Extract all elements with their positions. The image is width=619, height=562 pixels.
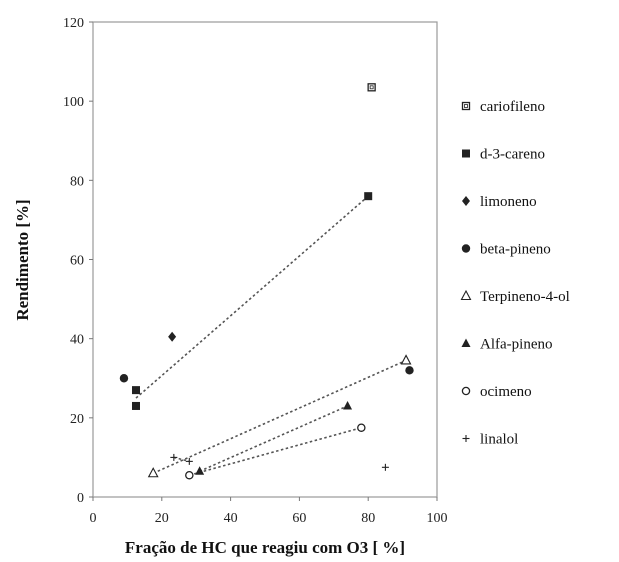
y-tick-label: 40 (70, 333, 84, 348)
y-tick-label: 120 (63, 16, 84, 31)
data-point (147, 467, 159, 478)
x-tick-label: 20 (155, 511, 169, 526)
data-point (132, 401, 140, 410)
data-point (400, 354, 412, 365)
data-point (357, 423, 366, 432)
data-point (343, 400, 353, 410)
y-tick-label: 20 (70, 412, 84, 427)
legend-marker (460, 289, 472, 301)
legend-label: cariofileno (480, 99, 545, 115)
x-axis: 0 20 40 60 80 100 (90, 497, 448, 526)
legend-marker (461, 338, 471, 347)
legend-label: limoneno (480, 194, 537, 210)
y-tick-label: 100 (63, 95, 84, 110)
legend-marker (462, 435, 470, 442)
legend-label: ocimeno (480, 384, 532, 400)
legend-label: d-3-careno (480, 147, 545, 163)
legend-marker (461, 101, 471, 111)
y-axis-title: Rendimento [%] (13, 199, 32, 320)
data-point (185, 457, 193, 465)
legend-marker (461, 386, 471, 396)
y-tick-label: 0 (77, 491, 84, 506)
legend-label: beta-pineno (480, 242, 551, 258)
legend-label: Terpineno-4-ol (480, 289, 570, 305)
data-point (405, 366, 414, 375)
x-tick-label: 60 (292, 511, 306, 526)
legend-label: linalol (480, 432, 518, 448)
legend-label: Alfa-pineno (480, 337, 552, 353)
data-points (119, 83, 414, 480)
trend-line (152, 359, 407, 474)
data-point (367, 83, 376, 92)
x-tick-label: 40 (224, 511, 238, 526)
data-point (185, 470, 194, 480)
y-tick-label: 80 (70, 174, 84, 189)
trend-lines (135, 195, 407, 477)
trend-line (135, 195, 369, 399)
data-point (168, 331, 177, 342)
x-tick-label: 80 (361, 511, 375, 526)
data-point (170, 453, 178, 461)
legend-marker (461, 244, 471, 253)
data-point (364, 192, 373, 201)
data-point (195, 466, 205, 475)
y-tick-label: 60 (70, 254, 84, 269)
plot-area-frame (92, 21, 438, 498)
data-point (381, 463, 389, 471)
data-point (132, 386, 140, 395)
x-tick-label: 100 (427, 511, 448, 526)
legend-marker (462, 149, 470, 158)
legend: cariofileno d-3-careno limoneno beta-pineno… (460, 99, 570, 448)
y-axis: 0 20 40 60 80 100 120 (63, 16, 93, 506)
legend-marker (462, 196, 470, 206)
x-axis-title: Fração de HC que reagiu com O3 [ %] (125, 538, 405, 557)
x-tick-label: 0 (90, 511, 97, 526)
data-point (119, 374, 129, 383)
trend-line (199, 405, 348, 473)
